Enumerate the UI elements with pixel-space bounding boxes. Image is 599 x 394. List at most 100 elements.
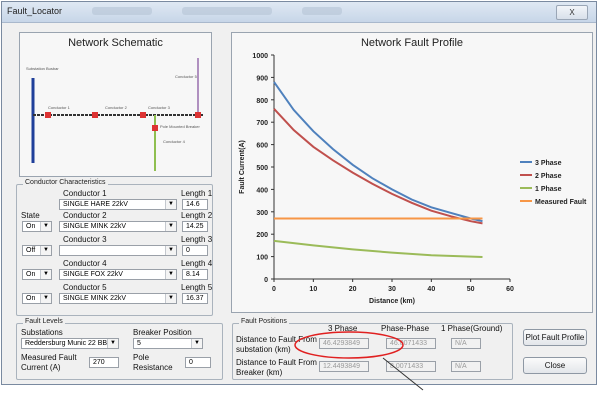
x-tick-label: 40 (427, 286, 435, 293)
measured-fault-current-input[interactable]: 270 (89, 357, 119, 368)
label-conductor-1: Conductor 1 (48, 105, 70, 110)
length-4-label: Length 4 (181, 259, 213, 268)
label-conductor-2: Conductor 2 (105, 105, 127, 110)
length-3-label: Length 3 (181, 235, 213, 244)
breaker-position-label: Breaker Position (133, 328, 192, 337)
legend-label-1-phase: 1 Phase (535, 186, 562, 193)
length-5-input[interactable]: 16.37 (182, 293, 208, 304)
chevron-down-icon: ▼ (165, 200, 176, 209)
series-line-3-phase (273, 81, 483, 223)
substation-value: Reddersburg Munic 22 BB 1 (25, 340, 113, 347)
legend-label-3-phase: 3 Phase (535, 160, 562, 167)
fault-positions-group: Fault Positions 3 Phase Phase-Phase 1 Ph… (232, 318, 513, 391)
title-bar: Fault_Locator X (2, 2, 596, 23)
conductor-characteristics-group: Conductor Characteristics State Conducto… (16, 179, 213, 316)
legend-label-measured-fault: Measured Fault (535, 199, 587, 206)
measured-current-label: Current (A) (21, 363, 61, 372)
col-3phase-header: 3 Phase (328, 324, 358, 333)
substation-phasephase-output: 46.0071433 (386, 338, 436, 349)
series-line-2-phase (273, 108, 483, 225)
distance-from-breaker-label: Distance to Fault From (236, 358, 317, 367)
window-close-button[interactable]: X (556, 5, 588, 20)
conductor-3-state-select[interactable]: Off ▼ (22, 245, 52, 256)
conductor-1-type-select[interactable]: SINGLE HARE 22kV ▼ (59, 199, 177, 210)
conductor-4-type-select[interactable]: SINGLE FOX 22kV ▼ (59, 269, 177, 280)
conductor-2-label: Conductor 2 (63, 211, 107, 220)
window-title: Fault_Locator (7, 6, 63, 16)
fault-profile-chart: 0 100 200 300 400 500 600 700 800 900 1000 0 10 20 30 4… (239, 53, 587, 305)
measured-fault-label: Measured Fault (21, 353, 77, 362)
y-tick-label: 400 (256, 187, 268, 194)
chevron-down-icon: ▼ (165, 270, 176, 279)
x-tick-label: 10 (309, 286, 317, 293)
col-phase-phase-header: Phase-Phase (381, 324, 430, 333)
fault-profile-title: Network Fault Profile (360, 37, 464, 49)
node-marker (92, 112, 98, 118)
y-tick-label: 1000 (252, 53, 268, 60)
pole-breaker-marker (152, 125, 158, 131)
length-4-input[interactable]: 8.14 (182, 269, 208, 280)
conductor-4-state-select[interactable]: On ▼ (22, 269, 52, 280)
conductor-1-label: Conductor 1 (63, 189, 107, 198)
x-axis-title: Distance (km) (369, 298, 415, 305)
substation-select[interactable]: Reddersburg Munic 22 BB 1 ▼ (21, 338, 119, 349)
conductor-2-type-select[interactable]: SINGLE MINK 22kV ▼ (59, 221, 177, 232)
length-1-input[interactable]: 14.6 (182, 199, 208, 210)
chevron-down-icon: ▼ (191, 339, 202, 348)
y-tick-label: 100 (256, 255, 268, 262)
breaker-1phase-output: N/A (451, 361, 481, 372)
conductor-3-state-value: Off (26, 247, 36, 254)
plot-fault-profile-button[interactable]: Plot Fault Profile (523, 329, 587, 346)
fault-levels-label: Fault Levels (23, 318, 65, 325)
resistance-label: Resistance (133, 363, 173, 372)
y-tick-label: 800 (256, 98, 268, 105)
label-substation-busbar: Substation Busbar (26, 66, 59, 71)
chevron-down-icon: ▼ (40, 222, 51, 231)
y-axis-title: Fault Current(A) (239, 140, 246, 194)
x-tick-label: 50 (467, 286, 475, 293)
length-3-input[interactable]: 0 (182, 245, 208, 256)
annotation-pointer-line (382, 357, 424, 391)
state-label: State (21, 211, 40, 220)
y-tick-label: 700 (256, 120, 268, 127)
conductor-characteristics-label: Conductor Characteristics (23, 179, 108, 186)
series-line-1-phase (273, 239, 483, 258)
substation-3phase-output: 46.4293849 (319, 338, 369, 349)
conductor-1-type-value: SINGLE HARE 22kV (63, 201, 128, 208)
label-conductor-5: Conductor 5 (175, 74, 197, 79)
substation-1phase-output: N/A (451, 338, 481, 349)
conductor-5-state-select[interactable]: On ▼ (22, 293, 52, 304)
chevron-down-icon: ▼ (40, 246, 51, 255)
length-1-label: Length 1 (181, 189, 213, 198)
schematic-title: Network Schematic (68, 37, 163, 49)
length-2-input[interactable]: 14.25 (182, 221, 208, 232)
red-highlight-ellipse (294, 331, 404, 359)
x-tick-label: 60 (506, 286, 514, 293)
conductor-2-state-select[interactable]: On ▼ (22, 221, 52, 232)
conductor-4-label: Conductor 4 (63, 259, 107, 268)
breaker-3phase-output: 12.4493849 (319, 361, 369, 372)
label-conductor-3: Conductor 3 (148, 105, 170, 110)
breaker-position-select[interactable]: 5 ▼ (133, 338, 203, 349)
chevron-down-icon: ▼ (165, 246, 176, 255)
conductor-4-state-value: On (26, 271, 36, 278)
conductor-4-type-value: SINGLE FOX 22kV (63, 271, 123, 278)
conductor-3-type-select[interactable]: ▼ (59, 245, 177, 256)
conductor-5-state-value: On (26, 295, 36, 302)
distance-from-breaker-unit: Breaker (km) (236, 368, 283, 377)
y-tick-label: 600 (256, 143, 268, 150)
conductor-5-type-select[interactable]: SINGLE MINK 22kV ▼ (59, 293, 177, 304)
pole-resistance-input[interactable]: 0 (185, 357, 211, 368)
conductor-2-state-value: On (26, 223, 36, 230)
y-tick-label: 300 (256, 210, 268, 217)
breaker-phasephase-output: 8.0071433 (386, 361, 436, 372)
conductor-5-label: Conductor 5 (63, 283, 107, 292)
close-button[interactable]: Close (523, 357, 587, 374)
conductor-5-type-value: SINGLE MINK 22kV (63, 295, 127, 302)
network-schematic-diagram (31, 58, 203, 171)
network-schematic-panel: Network Schematic Substation Busbar Cond… (19, 32, 212, 177)
fault-levels-group: Fault Levels Substations Reddersburg Mun… (16, 318, 223, 380)
substations-label: Substations (21, 328, 63, 337)
y-tick-label: 500 (256, 165, 268, 172)
